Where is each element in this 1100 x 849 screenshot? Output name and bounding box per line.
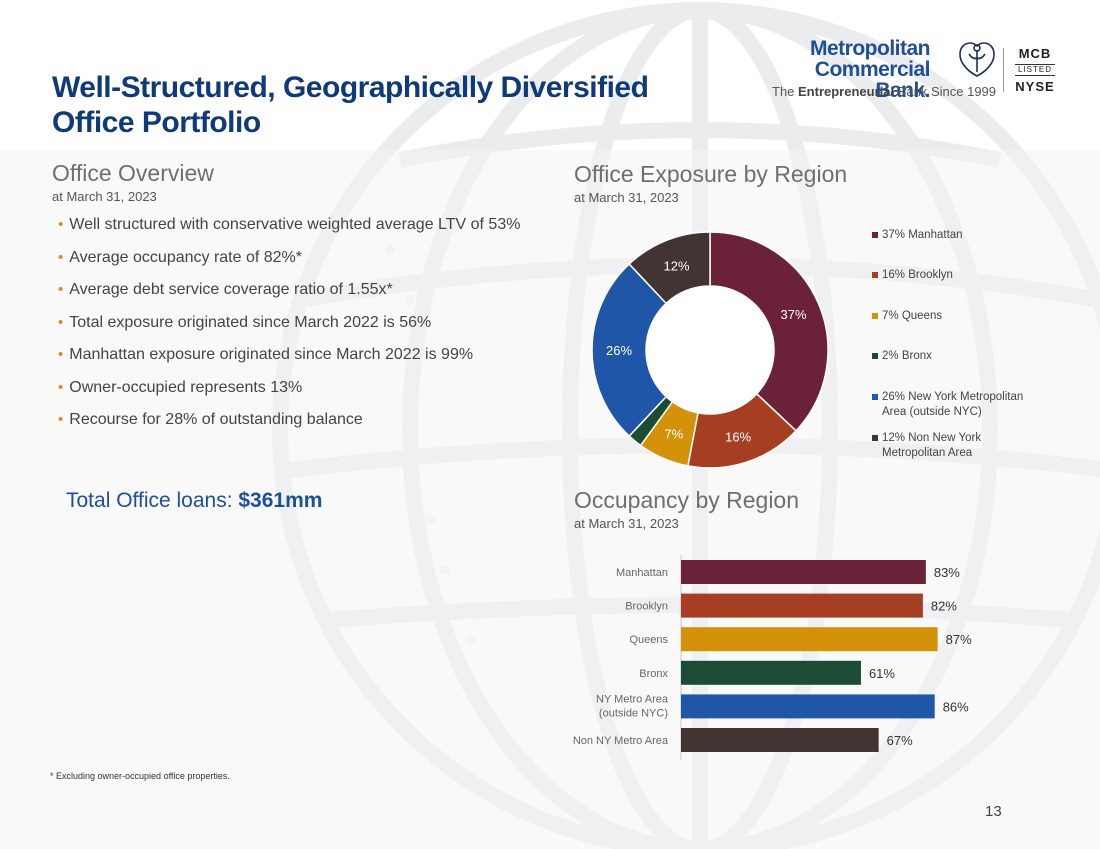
- legend-label: 12% Non New York Metropolitan Area: [882, 432, 982, 459]
- page-title-line2: Office Portfolio: [52, 106, 261, 139]
- overview-title: Office Overview: [52, 160, 214, 186]
- footnote: * Excluding owner-occupied office proper…: [50, 771, 230, 781]
- bar-data-label: 82%: [931, 599, 957, 614]
- bar-data-label: 61%: [869, 666, 895, 681]
- legend-item: 12% Non New York Metropolitan Area: [872, 431, 981, 461]
- bullet-item: Recourse for 28% of outstanding balance: [58, 410, 520, 443]
- overview-bullet-list: Well structured with conservative weight…: [58, 215, 520, 443]
- bullet-item: Manhattan exposure originated since Marc…: [58, 345, 520, 378]
- legend-label: 37% Manhattan: [882, 229, 963, 241]
- occupancy-bar: [681, 728, 879, 752]
- exposure-title: Office Exposure by Region: [574, 161, 848, 187]
- legend-swatch: [872, 272, 878, 278]
- logo-divider: [1003, 48, 1004, 92]
- bar-category-label: Manhattan: [616, 567, 668, 579]
- occupancy-bar: [681, 593, 923, 618]
- legend-item: 26% New York Metropolitan Area (outside N…: [872, 390, 1023, 420]
- logo-wordmark: Metropolitan Commercial Bank.: [770, 37, 931, 102]
- legend-item: 37% Manhattan: [872, 228, 963, 243]
- exposure-donut-chart: 37% 16% 7% 26% 12%: [591, 231, 829, 469]
- donut-slice: [591, 262, 668, 438]
- legend-item: 16% Brooklyn: [872, 268, 953, 283]
- bar-data-label: 86%: [943, 699, 969, 714]
- eagle-icon: [959, 42, 995, 77]
- logo-name-line2: Commercial Bank.: [814, 58, 931, 102]
- bar-category-label: Queens: [629, 634, 668, 646]
- total-office-loans: Total Office loans: $361mm: [66, 489, 322, 513]
- occupancy-subtitle: at March 31, 2023: [574, 516, 679, 531]
- legend-swatch: [872, 353, 878, 359]
- legend-label: 16% Brooklyn: [882, 269, 953, 281]
- occupancy-bar: [681, 560, 926, 584]
- page-title: Well-Structured, Geographically Diversif…: [52, 70, 649, 140]
- legend-label: 26% New York Metropolitan Area (outside N…: [882, 391, 1024, 418]
- bar-data-label: 83%: [934, 565, 960, 580]
- occupancy-bar-chart: 83% Manhattan 82% Brooklyn 87% Queens 61% Bronx…: [573, 555, 972, 760]
- occupancy-bar: [681, 660, 861, 685]
- donut-data-label: 37%: [781, 307, 807, 322]
- legend-item: 2% Bronx: [872, 349, 932, 364]
- total-value: $361mm: [238, 489, 323, 512]
- listed-label: LISTED: [1015, 64, 1055, 76]
- page-number: 13: [985, 803, 1002, 820]
- legend-swatch: [872, 313, 878, 319]
- bar-category-label: Bronx: [639, 668, 668, 680]
- bar-category-label: NY Metro Area (outside NYC): [596, 693, 669, 719]
- donut-data-label: 12%: [663, 258, 689, 273]
- donut-slice: [709, 231, 829, 432]
- legend-label: 2% Bronx: [882, 350, 932, 362]
- bullet-item: Average debt service coverage ratio of 1…: [58, 280, 520, 313]
- company-logo: Metropolitan Commercial Bank. The Entrep…: [770, 38, 1060, 102]
- page-title-line1: Well-Structured, Geographically Diversif…: [52, 71, 649, 104]
- exposure-subtitle: at March 31, 2023: [574, 190, 679, 205]
- legend-swatch: [872, 232, 878, 238]
- exchange-label: NYSE: [1015, 79, 1055, 94]
- ticker-symbol: MCB: [1018, 46, 1052, 61]
- donut-hole: [646, 286, 774, 414]
- overview-subtitle: at March 31, 2023: [52, 189, 157, 204]
- bullet-item: Well structured with conservative weight…: [58, 215, 520, 248]
- occupancy-bar: [681, 694, 935, 719]
- total-label: Total Office loans:: [66, 489, 239, 512]
- occupancy-title: Occupancy by Region: [574, 487, 800, 513]
- bar-category-label: Non NY Metro Area: [573, 735, 669, 747]
- donut-data-label: 26%: [606, 343, 632, 358]
- nyse-listing-badge: MCB LISTED NYSE: [1015, 46, 1055, 94]
- bullet-item: Owner-occupied represents 13%: [58, 378, 520, 411]
- legend-label: 7% Queens: [882, 310, 943, 322]
- bullet-item: Total exposure originated since March 20…: [58, 313, 520, 346]
- legend-swatch: [872, 394, 878, 400]
- bar-category-label: Brooklyn: [625, 601, 668, 613]
- bullet-item: Average occupancy rate of 82%*: [58, 248, 520, 281]
- donut-data-label: 7%: [664, 427, 683, 442]
- bar-data-label: 67%: [887, 733, 913, 748]
- logo-tagline: The Entrepreneurial Bank Since 1999: [772, 84, 997, 99]
- logo-name-line1: Metropolitan: [810, 37, 931, 60]
- legend-swatch: [872, 435, 878, 441]
- donut-slice: [628, 231, 711, 305]
- bar-data-label: 87%: [946, 632, 972, 647]
- legend-item: 7% Queens: [872, 309, 942, 324]
- donut-data-label: 16%: [725, 430, 751, 445]
- occupancy-bar: [681, 627, 938, 652]
